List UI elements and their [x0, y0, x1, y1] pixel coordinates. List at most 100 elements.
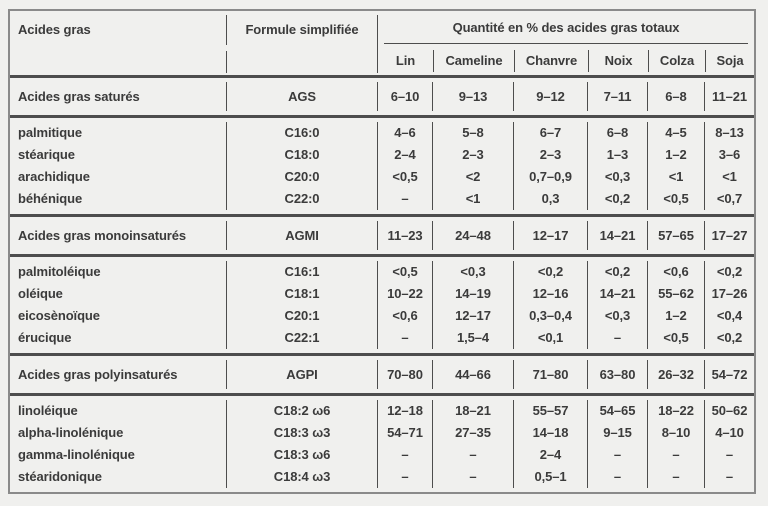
table-header: Acides gras Formule simplifiée Quantité … — [10, 11, 754, 75]
cell-value-colza: <0,6 — [647, 261, 704, 283]
cell-formula: AGMI — [226, 221, 377, 250]
cell-value-chanvre: <0,1 — [513, 327, 587, 349]
cell-formula: C18:3 ω3 — [226, 422, 377, 444]
table-row: arachidique C20:0 <0,5 <2 0,7–0,9 <0,3 <1 <1 — [10, 166, 754, 188]
cell-fatty-acid-name: linoléique — [18, 403, 78, 418]
summary-section: Acides gras monoinsaturés AGMI 11–23 24–48 1… — [10, 214, 754, 254]
cell-value-colza: <1 — [647, 166, 704, 188]
table-row: palmitique C16:0 4–6 5–8 6–7 6–8 4–5 8–13 — [10, 122, 754, 144]
cell-value-lin: 70–80 — [377, 360, 432, 389]
cell-value-lin: – — [377, 444, 432, 466]
cell-value-chanvre: 6–7 — [513, 122, 587, 144]
cell-value-noix: 1–3 — [587, 144, 647, 166]
cell-value-chanvre: 12–17 — [513, 221, 587, 250]
cell-value-noix: 7–11 — [587, 82, 647, 111]
cell-value-cameline: 44–66 — [432, 360, 513, 389]
column-header-soja: Soja — [705, 50, 754, 72]
cell-value-colza: 26–32 — [647, 360, 704, 389]
cell-formula: C18:2 ω6 — [226, 400, 377, 422]
cell-value-cameline: <2 — [432, 166, 513, 188]
cell-formula: C18:0 — [226, 144, 377, 166]
cell-value-noix: <0,2 — [587, 261, 647, 283]
oil-column-headers: Lin Cameline Chanvre Noix Colza Soja — [378, 50, 754, 72]
cell-value-colza: 8–10 — [647, 422, 704, 444]
cell-fatty-acid-name: oléique — [18, 286, 63, 301]
cell-value-cameline: 14–19 — [432, 283, 513, 305]
cell-value-chanvre: 2–3 — [513, 144, 587, 166]
cell-fatty-acid-name: stéaridonique — [18, 469, 102, 484]
cell-value-chanvre: 12–16 — [513, 283, 587, 305]
cell-value-lin: 54–71 — [377, 422, 432, 444]
cell-value-lin: 10–22 — [377, 283, 432, 305]
table-row: béhénique C22:0– <1 0,3 <0,2 <0,5 <0,7 — [10, 188, 754, 210]
cell-formula: C18:1 — [226, 283, 377, 305]
cell-formula: C22:1 — [226, 327, 377, 349]
cell-value-chanvre: 2–4 — [513, 444, 587, 466]
cell-value-cameline: – — [432, 466, 513, 488]
cell-value-chanvre: 9–12 — [513, 82, 587, 111]
cell-formula: C18:4 ω3 — [226, 466, 377, 488]
cell-value-cameline: <0,3 — [432, 261, 513, 283]
cell-value-noix: – — [587, 466, 647, 488]
cell-value-colza: – — [647, 466, 704, 488]
cell-value-soja: 4–10 — [704, 422, 754, 444]
cell-fatty-acid-name: arachidique — [18, 169, 90, 184]
cell-value-soja: 54–72 — [704, 360, 754, 389]
cell-fatty-acid-name: stéarique — [18, 147, 75, 162]
cell-value-cameline: – — [432, 444, 513, 466]
cell-value-soja: 8–13 — [704, 122, 754, 144]
cell-value-colza: <0,5 — [647, 188, 704, 210]
cell-value-noix: 14–21 — [587, 221, 647, 250]
cell-value-cameline: 1,5–4 — [432, 327, 513, 349]
detail-section: linoléique C18:2 ω6 12–18 18–21 55–57 54–65 18… — [10, 393, 754, 492]
cell-value-noix: <0,3 — [587, 166, 647, 188]
cell-formula: C22:0 — [226, 188, 377, 210]
fatty-acids-table: Acides gras Formule simplifiée Quantité … — [8, 9, 756, 494]
cell-value-lin: 4–6 — [377, 122, 432, 144]
cell-value-lin: – — [377, 188, 432, 210]
cell-value-noix: – — [587, 327, 647, 349]
cell-value-chanvre: 0,3–0,4 — [513, 305, 587, 327]
cell-formula: C20:0 — [226, 166, 377, 188]
cell-value-soja: 3–6 — [704, 144, 754, 166]
cell-fatty-acid-name: Acides gras polyinsaturés — [18, 367, 178, 382]
cell-fatty-acid-name: palmitoléique — [18, 264, 101, 279]
cell-value-colza: 57–65 — [647, 221, 704, 250]
table-row: eicosènoïque C20:1 <0,6 12–17 0,3–0,4 <0,3 1–2… — [10, 305, 754, 327]
table-row: Acides gras monoinsaturés AGMI 11–23 24–48 1… — [10, 221, 754, 250]
cell-value-soja: 17–27 — [704, 221, 754, 250]
cell-value-lin: 6–10 — [377, 82, 432, 111]
cell-value-lin: <0,5 — [377, 261, 432, 283]
cell-formula: C16:0 — [226, 122, 377, 144]
column-header-chanvre: Chanvre — [514, 50, 588, 72]
cell-formula: AGS — [226, 82, 377, 111]
cell-fatty-acid-name: béhénique — [18, 191, 83, 206]
cell-value-colza: 6–8 — [647, 82, 704, 111]
cell-value-cameline: 5–8 — [432, 122, 513, 144]
cell-formula: C16:1 — [226, 261, 377, 283]
cell-value-lin: – — [377, 327, 432, 349]
cell-value-soja: <0,2 — [704, 261, 754, 283]
column-header-lin: Lin — [395, 53, 416, 68]
cell-value-soja: – — [704, 466, 754, 488]
cell-value-lin: 12–18 — [377, 400, 432, 422]
cell-value-colza: 18–22 — [647, 400, 704, 422]
cell-fatty-acid-name: Acides gras saturés — [18, 89, 140, 104]
cell-value-chanvre: 71–80 — [513, 360, 587, 389]
cell-value-chanvre: <0,2 — [513, 261, 587, 283]
cell-value-cameline: 9–13 — [432, 82, 513, 111]
cell-value-cameline: 27–35 — [432, 422, 513, 444]
table-row: Acides gras saturés AGS 6–10 9–13 9–12 7–11 6–… — [10, 82, 754, 111]
cell-fatty-acid-name: gamma-linolénique — [18, 447, 135, 462]
cell-value-colza: – — [647, 444, 704, 466]
table-row: Acides gras polyinsaturés AGPI 70–80 44–66 7… — [10, 360, 754, 389]
cell-value-colza: 1–2 — [647, 144, 704, 166]
cell-value-cameline: 2–3 — [432, 144, 513, 166]
cell-value-lin: 2–4 — [377, 144, 432, 166]
cell-value-chanvre: 55–57 — [513, 400, 587, 422]
cell-value-lin: <0,6 — [377, 305, 432, 327]
quantity-group-header: Quantité en % des acides gras totaux Lin… — [377, 15, 754, 73]
cell-value-soja: <0,4 — [704, 305, 754, 327]
cell-value-cameline: <1 — [432, 188, 513, 210]
